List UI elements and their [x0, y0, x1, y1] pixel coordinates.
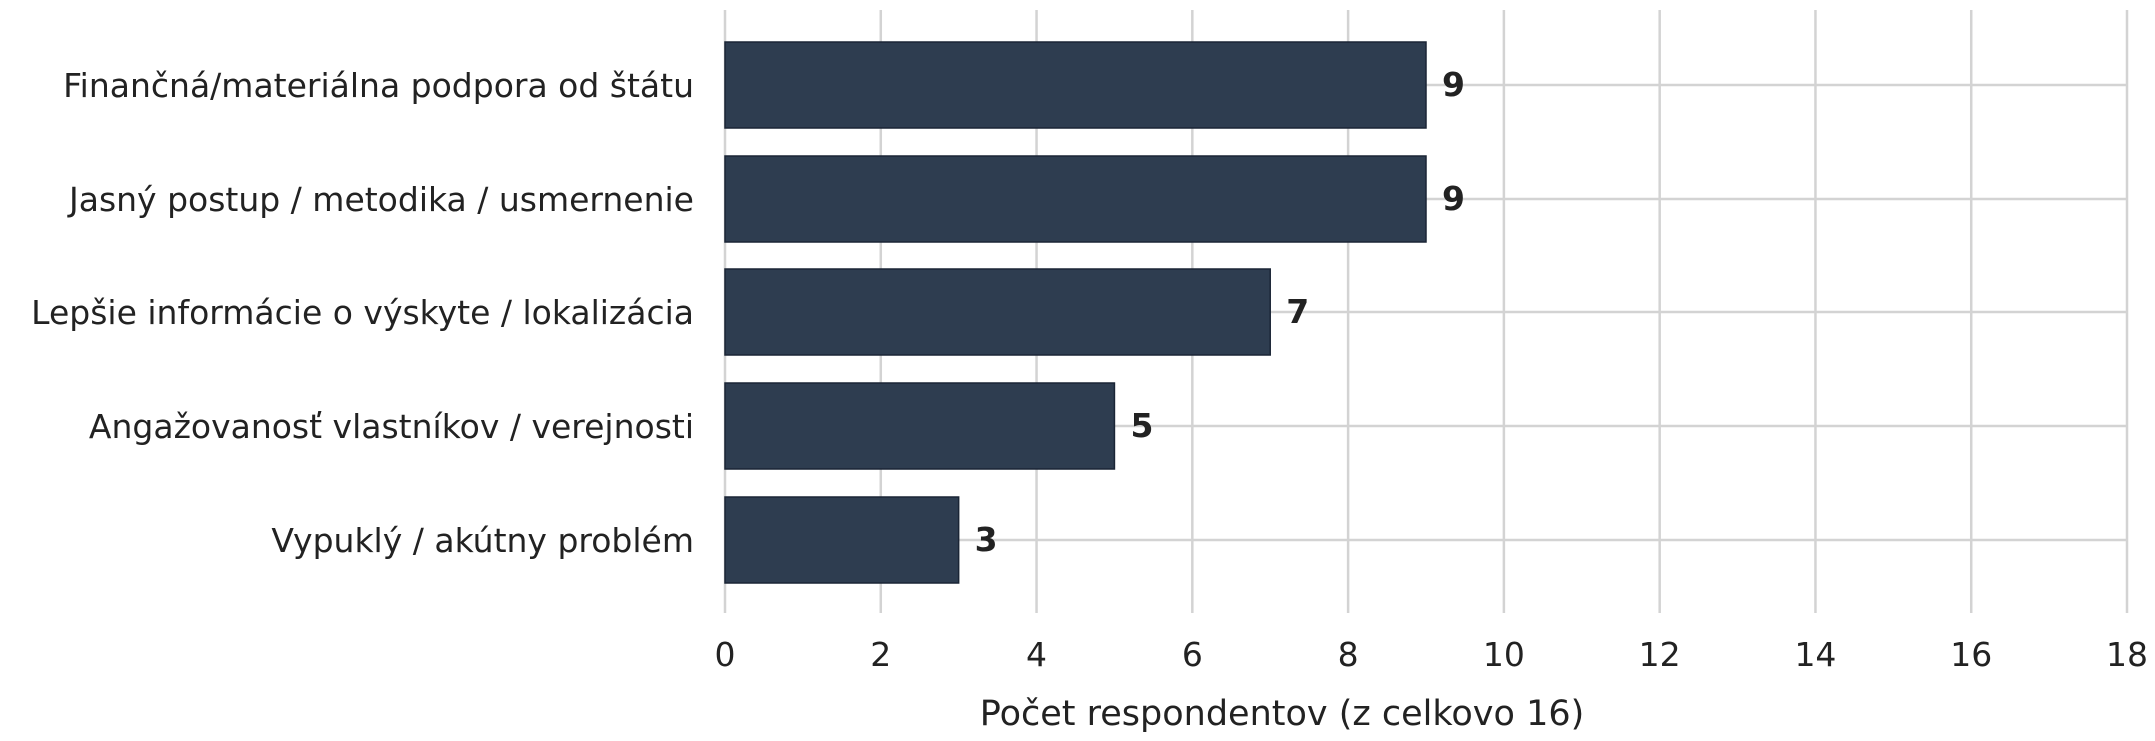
bars [724, 41, 1427, 584]
x-tick-label: 6 [1182, 635, 1203, 674]
data-label: 7 [1286, 292, 1309, 331]
data-label: 3 [975, 520, 998, 559]
x-tick-label: 16 [1950, 635, 1992, 674]
x-tick-label: 8 [1338, 635, 1359, 674]
bar [724, 268, 1271, 356]
x-axis-title: Počet respondentov (z celkovo 16) [980, 694, 1585, 734]
bar [724, 382, 1116, 470]
bar [724, 155, 1427, 243]
bar [724, 41, 1427, 129]
x-tick-label: 0 [715, 635, 736, 674]
data-label: 9 [1442, 65, 1465, 104]
x-tick-label: 14 [1794, 635, 1836, 674]
category-label: Jasný postup / metodika / usmernenie [67, 180, 694, 219]
x-tick-label: 12 [1639, 635, 1681, 674]
category-label: Lepšie informácie o výskyte / lokalizáci… [31, 293, 694, 332]
x-tick-label: 4 [1026, 635, 1047, 674]
data-label: 9 [1442, 179, 1465, 218]
x-tick-label: 18 [2106, 635, 2148, 674]
category-label: Vypuklý / akútny problém [271, 521, 694, 560]
x-tick-labels: 0 2 4 6 8 10 12 14 16 18 [715, 635, 2149, 674]
category-label: Angažovanosť vlastníkov / verejnosti [89, 407, 694, 446]
x-tick-label: 10 [1483, 635, 1525, 674]
data-labels: 9 9 7 5 3 [975, 65, 1465, 559]
category-label: Finančná/materiálna podpora od štátu [63, 66, 694, 105]
category-labels: Finančná/materiálna podpora od štátu Jasn… [31, 66, 694, 560]
bar [724, 496, 960, 584]
x-tick-label: 2 [870, 635, 891, 674]
data-label: 5 [1130, 406, 1153, 445]
